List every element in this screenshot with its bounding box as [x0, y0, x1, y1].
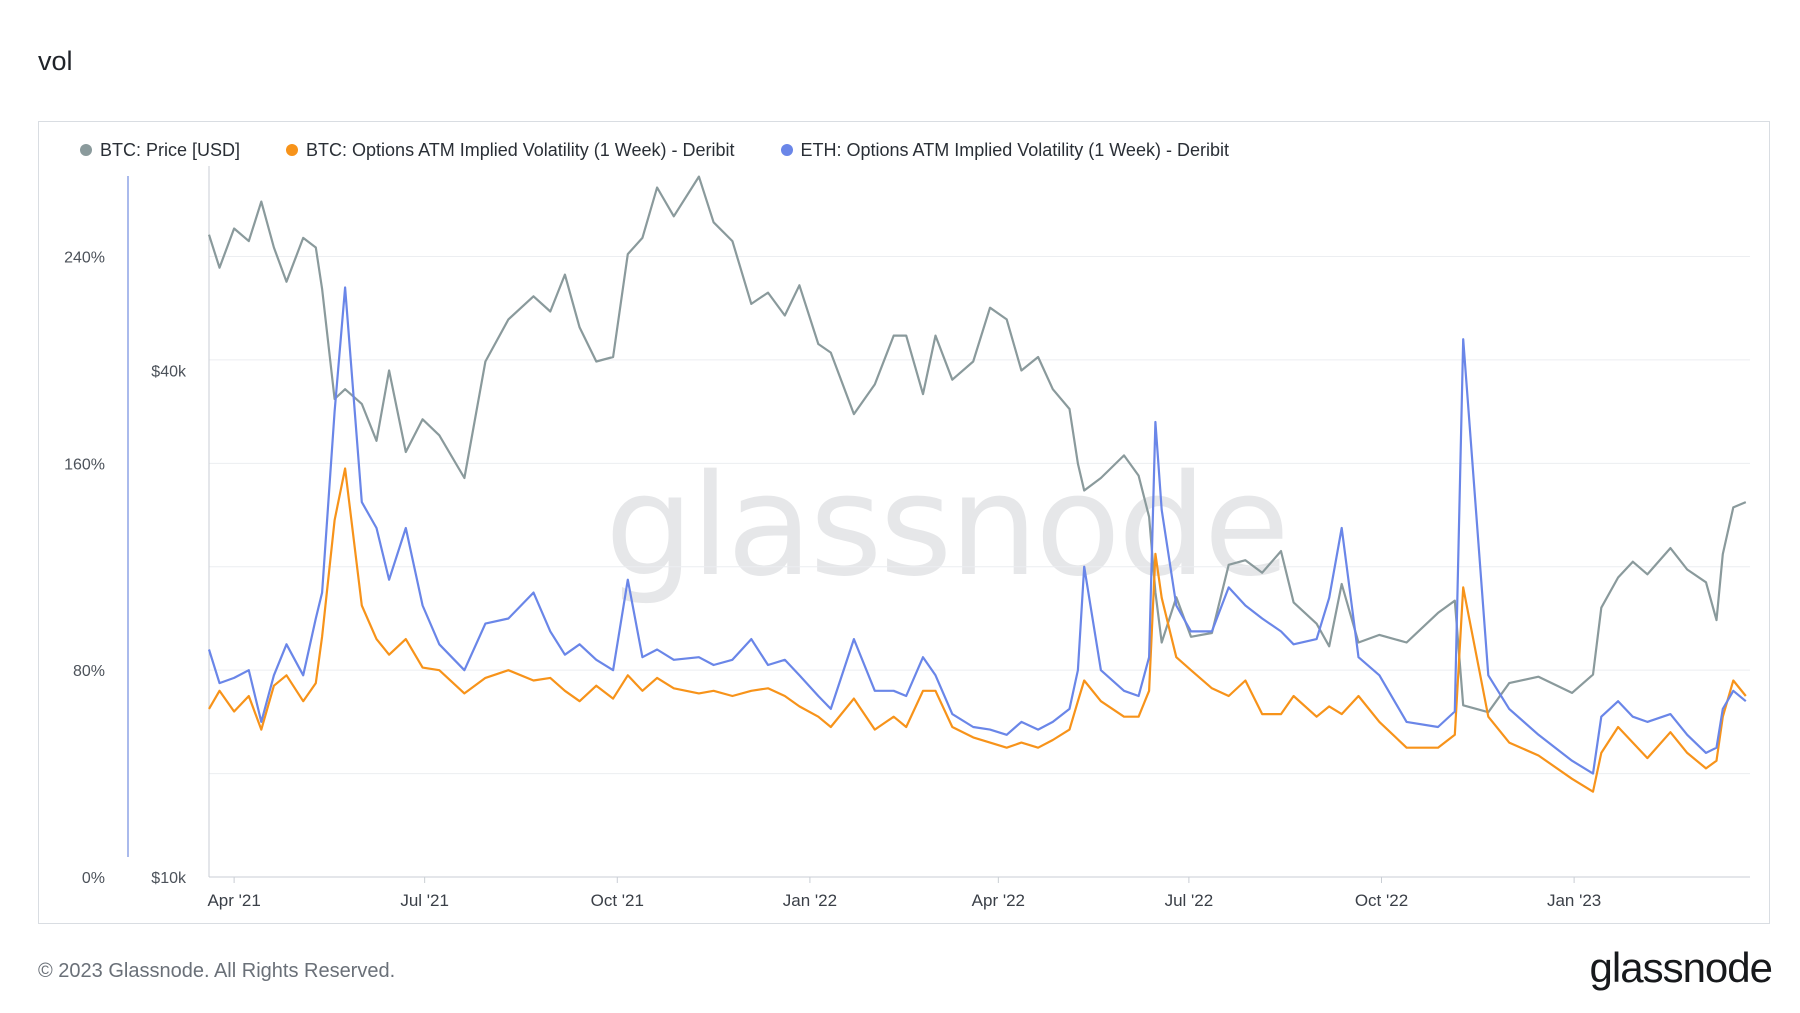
x-tick-label: Jul '22 [1165, 891, 1214, 910]
chart-panel [38, 121, 1770, 924]
legend-label: ETH: Options ATM Implied Volatility (1 W… [800, 139, 1229, 160]
y-tick-label-price: $10k [151, 870, 187, 887]
legend-dot-icon [780, 144, 793, 156]
x-tick-label: Apr '21 [207, 891, 260, 910]
y-tick-label-pct: 240% [64, 249, 105, 266]
legend-item-eth-iv[interactable]: ETH: Options ATM Implied Volatility (1 W… [780, 136, 1229, 164]
chart-legend: BTC: Price [USD] BTC: Options ATM Implie… [80, 136, 1229, 164]
legend-dot-icon [80, 144, 92, 156]
series-line-btc-price [207, 175, 1747, 714]
x-tick-label: Jul '21 [400, 891, 449, 910]
legend-item-btc-iv[interactable]: BTC: Options ATM Implied Volatility (1 W… [286, 136, 735, 164]
legend-item-btc-price[interactable]: BTC: Price [USD] [80, 136, 240, 164]
series-line-eth-iv [207, 286, 1747, 775]
legend-dot-icon [286, 144, 299, 156]
x-tick-label: Jan '23 [1547, 891, 1601, 910]
x-tick-label: Jan '22 [783, 891, 837, 910]
y-tick-label-price: $40k [151, 363, 187, 380]
series-line-btc-iv [208, 467, 1747, 793]
legend-label: BTC: Price [USD] [100, 139, 241, 160]
y-tick-label-pct: 160% [64, 456, 105, 473]
x-tick-label: Oct '21 [591, 891, 644, 910]
y-tick-label-pct: 0% [82, 870, 105, 887]
x-tick-label: Oct '22 [1355, 891, 1408, 910]
x-tick-label: Apr '22 [972, 891, 1025, 910]
brand-logo: glassnode [1589, 944, 1773, 991]
legend-label: BTC: Options ATM Implied Volatility (1 W… [306, 139, 735, 160]
copyright-footer: © 2023 Glassnode. All Rights Reserved. [38, 960, 396, 982]
y-tick-label-pct: 80% [73, 663, 105, 680]
page-title: vol [38, 46, 73, 76]
watermark-logo: glassnode [605, 445, 1290, 608]
